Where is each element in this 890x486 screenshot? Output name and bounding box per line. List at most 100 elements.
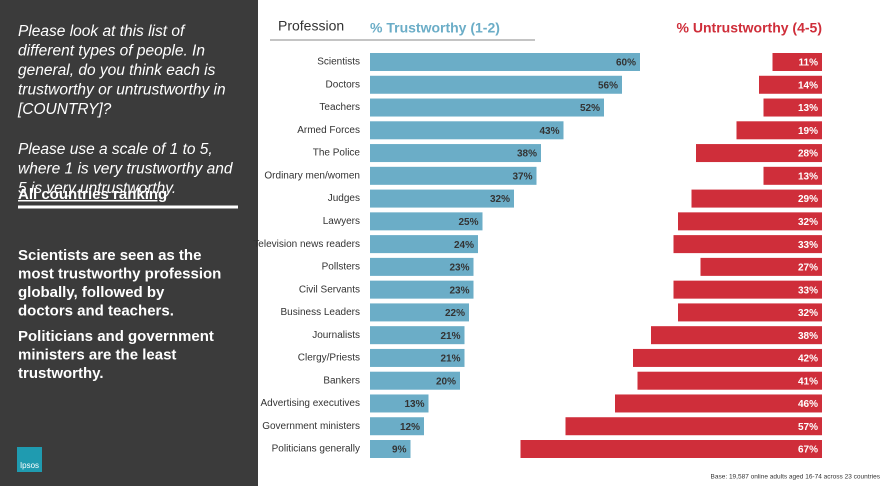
bar — [370, 371, 460, 390]
value-label: 13% — [798, 103, 818, 114]
bar — [736, 121, 822, 140]
bar — [370, 348, 465, 367]
value-label: 46% — [798, 399, 818, 410]
scale-text: where 1 is very trustworthy and — [18, 161, 234, 178]
bar — [637, 371, 822, 390]
category-label: Ordinary men/women — [264, 170, 360, 181]
category-label: Business Leaders — [281, 307, 361, 318]
bar — [370, 417, 424, 436]
category-label: Scientists — [317, 57, 360, 68]
bar — [696, 144, 822, 163]
bar — [370, 53, 640, 71]
value-label: 43% — [539, 126, 559, 137]
value-label: 11% — [799, 58, 819, 69]
question-text: Please look at this list of — [18, 23, 186, 40]
finding-text: most trustworthy profession — [18, 265, 221, 282]
bar — [370, 166, 537, 185]
bar — [370, 144, 541, 163]
value-label: 23% — [449, 263, 469, 274]
value-label: 32% — [798, 217, 818, 228]
bar — [772, 53, 822, 71]
legend-label: % Trustworthy (1-2) — [370, 20, 500, 36]
value-label: 23% — [449, 285, 469, 296]
bar — [520, 440, 822, 458]
value-label: 27% — [798, 263, 818, 274]
category-label: Bankers — [323, 375, 360, 386]
bar — [370, 189, 514, 208]
logo: Ipsos — [20, 461, 39, 470]
bar — [370, 394, 429, 413]
scale-text: 5 is very untrustworthy. — [18, 180, 176, 197]
category-label: Government ministers — [262, 421, 360, 432]
category-label: Lawyers — [323, 216, 360, 227]
bar — [763, 98, 822, 117]
value-label: 37% — [512, 171, 532, 182]
value-label: 21% — [440, 354, 460, 365]
value-label: 25% — [458, 217, 478, 228]
value-label: 41% — [798, 376, 818, 387]
question-text: [COUNTRY]? — [17, 101, 112, 118]
bar — [370, 303, 469, 322]
category-label: Judges — [328, 193, 360, 204]
value-label: 13% — [798, 171, 818, 182]
bar — [370, 440, 411, 458]
value-label: 32% — [798, 308, 818, 319]
value-label: 9% — [392, 445, 407, 456]
bar — [673, 235, 822, 254]
value-label: 22% — [445, 308, 465, 319]
value-label: 32% — [490, 194, 510, 205]
value-label: 42% — [798, 354, 818, 365]
value-label: 24% — [454, 240, 474, 251]
category-label: Pollsters — [322, 262, 360, 273]
value-label: 60% — [616, 58, 636, 69]
bar — [370, 121, 564, 140]
bar — [370, 212, 483, 231]
value-label: 38% — [517, 149, 537, 160]
value-label: 67% — [798, 445, 818, 456]
logo-box — [17, 447, 42, 472]
category-label: Teachers — [319, 102, 360, 113]
category-label: Journalists — [312, 330, 360, 341]
value-label: 21% — [440, 331, 460, 342]
question-text: trustworthy or untrustworthy in — [18, 82, 226, 99]
category-label: Armed Forces — [297, 125, 360, 136]
value-label: 38% — [798, 331, 818, 342]
category-label: Clergy/Priests — [298, 353, 360, 364]
value-label: 12% — [400, 422, 420, 433]
value-label: 33% — [798, 285, 818, 296]
bar — [759, 75, 822, 94]
category-label: Civil Servants — [299, 284, 360, 295]
scale-text: Please use a scale of 1 to 5, — [18, 141, 213, 158]
category-label: Television news readers — [253, 239, 360, 250]
category-header: Profession — [278, 18, 344, 34]
finding-text: Scientists are seen as the — [18, 247, 201, 264]
bar — [763, 166, 822, 185]
value-label: 20% — [436, 376, 456, 387]
bar — [370, 235, 478, 254]
bar — [370, 326, 465, 345]
category-label: Doctors — [326, 79, 360, 90]
finding-text: trustworthy. — [18, 365, 104, 382]
bar — [678, 303, 822, 322]
bar — [370, 98, 604, 117]
bar — [673, 280, 822, 299]
bar — [651, 326, 822, 345]
value-label: 28% — [798, 149, 818, 160]
side-panel — [0, 0, 258, 486]
bar — [370, 75, 622, 94]
bar — [691, 189, 822, 208]
panel-heading: All countries ranking — [18, 186, 167, 203]
bar — [565, 417, 822, 436]
finding-text: ministers are the least — [18, 346, 176, 363]
category-label: The Police — [313, 148, 361, 159]
bar — [370, 257, 474, 276]
legend-label: % Untrustworthy (4-5) — [677, 20, 822, 36]
finding-text: Politicians and government — [18, 328, 214, 345]
value-label: 57% — [798, 422, 818, 433]
bar — [633, 348, 822, 367]
question-text: general, do you think each is — [18, 62, 216, 79]
question-text: different types of people. In — [18, 43, 205, 60]
category-label: Advertising executives — [261, 398, 361, 409]
value-label: 52% — [580, 103, 600, 114]
